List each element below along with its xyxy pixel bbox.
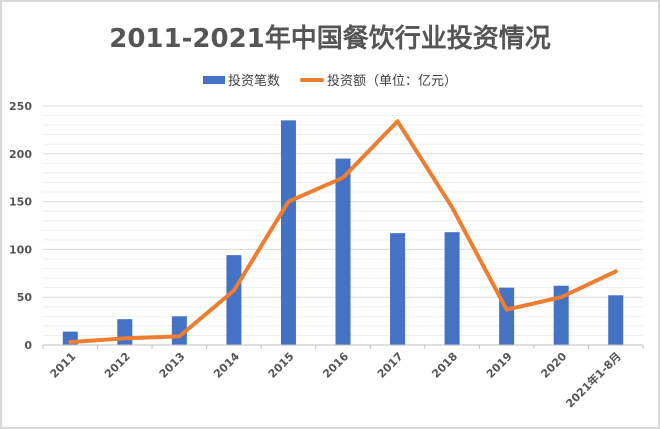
bar[interactable] — [335, 158, 351, 345]
chart-legend: 投资笔数 投资额（单位：亿元） — [0, 70, 660, 89]
x-tick-label: 2015 — [266, 350, 297, 381]
x-tick-label: 2011 — [48, 350, 79, 381]
x-tick-label: 2013 — [157, 350, 188, 381]
y-tick-label: 50 — [17, 291, 33, 304]
legend-item-bar[interactable]: 投资笔数 — [202, 70, 280, 89]
x-tick-label: 2020 — [538, 350, 569, 381]
x-tick-label: 2021年1-8月 — [563, 349, 624, 410]
x-axis: 2011 2012 2013 2014 2015 2016 2017 2018 2019 2020… — [42, 344, 644, 410]
x-tick-label: 2019 — [484, 350, 515, 381]
line-swatch-icon — [300, 77, 324, 82]
legend-label-line: 投资额（单位：亿元） — [327, 74, 458, 89]
y-tick-label: 250 — [9, 100, 32, 113]
y-tick-label: 100 — [9, 243, 32, 256]
x-tick-label: 2012 — [102, 350, 133, 381]
y-axis: 0 50 100 150 200 250 — [9, 100, 32, 352]
legend-label-bar: 投资笔数 — [227, 74, 280, 89]
line-series — [68, 119, 618, 345]
bar[interactable] — [390, 233, 406, 345]
chart-title: 2011-2021年中国餐饮行业投资情况 — [109, 24, 551, 54]
bar[interactable] — [444, 232, 460, 345]
investment-amount-line[interactable] — [68, 119, 618, 345]
y-tick-label: 0 — [24, 339, 32, 352]
legend-item-line[interactable]: 投资额（单位：亿元） — [300, 70, 457, 89]
y-tick-label: 200 — [9, 148, 32, 161]
x-tick-label: 2018 — [429, 350, 460, 381]
x-tick-label: 2017 — [375, 350, 406, 381]
bar-swatch-icon — [202, 75, 225, 84]
x-tick-label: 2014 — [211, 350, 242, 381]
y-tick-label: 150 — [9, 196, 32, 209]
bar[interactable] — [280, 120, 296, 345]
bar[interactable] — [117, 319, 133, 345]
bar[interactable] — [553, 285, 569, 345]
x-tick-label: 2016 — [320, 350, 351, 381]
bar[interactable] — [226, 255, 242, 345]
bar[interactable] — [608, 295, 624, 345]
